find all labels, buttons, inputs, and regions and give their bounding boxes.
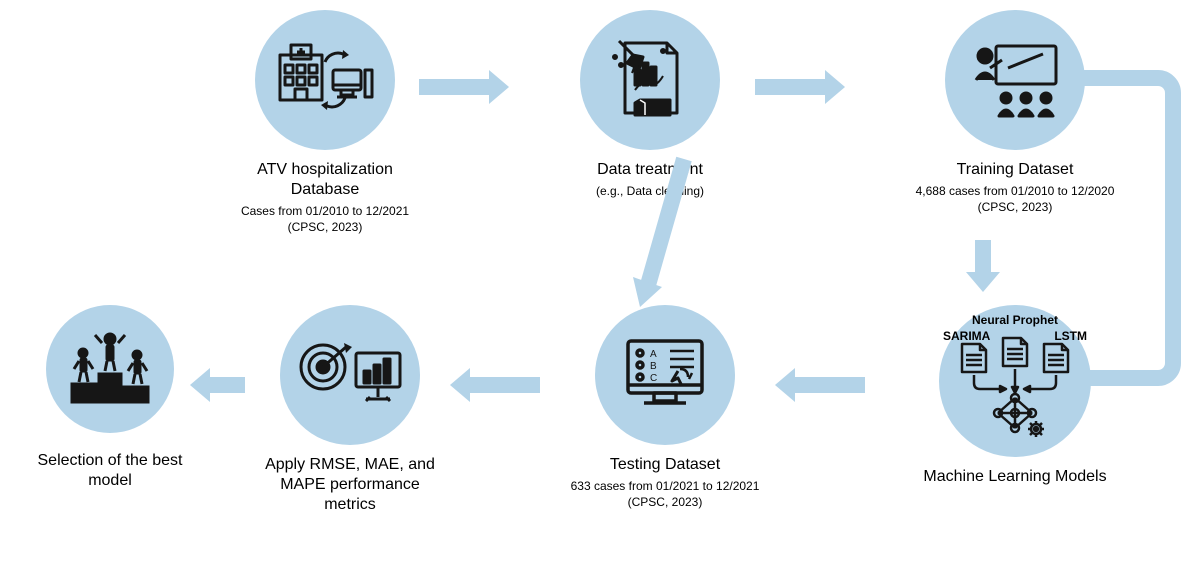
metrics-icon	[298, 335, 403, 415]
circle-treatment	[580, 10, 720, 150]
svg-text:C: C	[650, 373, 657, 384]
svg-text:A: A	[650, 349, 657, 360]
node-subtitle: Cases from 01/2010 to 12/2021 (CPSC, 202…	[241, 204, 409, 235]
node-selection: Selection of the best model	[30, 305, 190, 491]
node-testing: A B C Testing Dataset 633 cases from 01/…	[570, 305, 760, 510]
node-title: Apply RMSE, MAE, and MAPE performance me…	[265, 455, 435, 515]
arrow-treat-to-train	[755, 70, 845, 104]
circle-testing: A B C	[595, 305, 735, 445]
connector-train-down	[1063, 63, 1193, 393]
svg-text:B: B	[650, 361, 657, 372]
arrow-db-to-treat	[419, 70, 509, 104]
testing-icon: A B C	[620, 333, 710, 418]
hospital-computer-icon	[275, 40, 375, 120]
node-database: ATV hospitalization Database Cases from …	[230, 10, 420, 235]
data-cleaning-icon	[605, 35, 695, 125]
arrow-ml-to-test	[775, 368, 865, 402]
circle-selection	[46, 305, 174, 433]
ml-models-icon	[950, 335, 1080, 445]
ml-label-left: SARIMA	[943, 329, 990, 343]
node-subtitle: 633 cases from 01/2021 to 12/2021 (CPSC,…	[571, 479, 760, 510]
arrow-metrics-to-select	[190, 368, 245, 402]
node-title: Testing Dataset	[610, 455, 720, 475]
node-title: Machine Learning Models	[923, 467, 1106, 487]
arrow-treat-to-test	[620, 155, 710, 315]
node-title: ATV hospitalization Database	[230, 160, 420, 200]
training-icon	[968, 38, 1063, 123]
arrow-train-to-ml	[966, 240, 1000, 292]
node-metrics: Apply RMSE, MAE, and MAPE performance me…	[255, 305, 445, 515]
node-title: Training Dataset	[957, 160, 1074, 180]
podium-icon	[65, 329, 155, 409]
arrow-test-to-metrics	[450, 368, 540, 402]
circle-database	[255, 10, 395, 150]
circle-metrics	[280, 305, 420, 445]
node-title: Selection of the best model	[38, 451, 183, 491]
